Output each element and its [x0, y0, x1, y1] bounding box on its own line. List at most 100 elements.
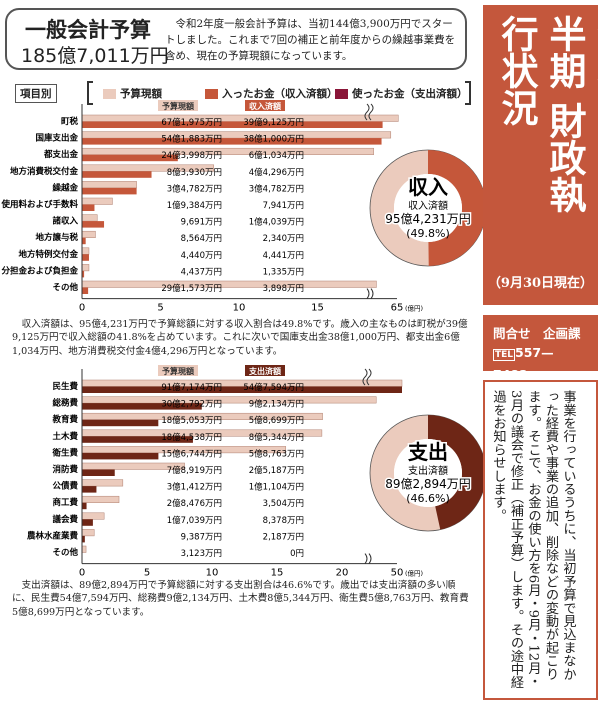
swatch: [103, 88, 116, 99]
page-title: 令和2年度上半期 財政執行状況: [495, 15, 600, 226]
tel-icon: TEL: [493, 349, 516, 361]
budget-value-label: 9,691万円: [181, 218, 222, 228]
axis-break-mark: [364, 553, 372, 564]
category-label: その他: [52, 282, 78, 293]
actual-value-label: 2億5,187万円: [249, 465, 304, 476]
budget-bar: [81, 396, 377, 404]
budget-description: 令和2年度一般会計予算は、当初144億3,900万円でスタートしました。これまで…: [165, 18, 456, 62]
actual-bar: [82, 187, 137, 195]
budget-value-label: 2億8,476万円: [167, 498, 222, 509]
axis-break-mark: [362, 368, 372, 386]
note-text: 事業を行っているうちに、当初予算で見込まなかった経費や事業の追加、削除などの変動…: [490, 390, 576, 689]
bracket-left: [87, 81, 93, 105]
budget-value-label: 7億8,919万円: [167, 465, 222, 476]
budget-value-label: 3億4,782万円: [167, 183, 222, 194]
budget-bar: [81, 495, 120, 503]
actual-bar: [82, 535, 85, 543]
column-header: 収入済額: [249, 101, 281, 111]
budget-bar: [81, 181, 137, 189]
budget-value-label: 1億7,039万円: [167, 515, 222, 526]
legend-label: 予算現額: [120, 88, 162, 100]
actual-bar: [82, 254, 89, 261]
actual-value-label: 1,335万円: [263, 267, 304, 277]
actual-value-label: 5億8,763万円: [249, 448, 304, 459]
actual-bar: [82, 237, 86, 245]
actual-value-label: 38億1,000万円: [243, 134, 304, 145]
x-tick-label: 15: [311, 303, 324, 314]
category-label: 商工費: [52, 497, 78, 508]
budget-value-label: 3,123万円: [181, 549, 222, 559]
actual-value-label: 4,441万円: [263, 251, 304, 261]
category-label: 使用料および手数料: [0, 199, 78, 210]
category-label: 都支出金: [43, 149, 79, 160]
category-label: 教育費: [51, 414, 78, 425]
actual-value-label: 9億2,134万円: [249, 399, 304, 410]
category-label: 農林水産業費: [27, 530, 79, 541]
x-unit-label: (億円): [405, 304, 423, 313]
actual-bar: [82, 154, 178, 162]
column-header-bg: [245, 365, 285, 376]
x-tick-label: 5: [157, 303, 163, 314]
budget-value-label: 54億1,883万円: [161, 134, 222, 145]
expenditure-paragraph: 支出済額は、89億2,894万円で予算総額に対する支出割合は46.6%です。歳出…: [12, 580, 469, 618]
budget-summary-box: 一般会計予算 185億7,011万円 令和2年度一般会計予算は、当初144億3,…: [5, 8, 467, 70]
budget-bar: [81, 280, 377, 288]
category-label: 民生費: [52, 381, 78, 392]
contact-label: 問合せ 企画課: [493, 326, 581, 341]
actual-value-label: 39億9,125万円: [243, 117, 304, 128]
actual-value-label: 2,187万円: [263, 532, 304, 542]
legend-label: 入ったお金（収入済額）: [222, 88, 338, 100]
budget-value-label: 8億3,930万円: [167, 167, 222, 178]
budget-bar: [81, 197, 113, 205]
budget-bar: [81, 545, 87, 553]
category-label: 国庫支出金: [35, 133, 78, 144]
column-header-bg: [158, 100, 198, 111]
category-label: 土木費: [52, 431, 78, 442]
donut-hole: [394, 174, 462, 242]
actual-value-label: 3億4,782万円: [249, 183, 304, 194]
budget-bar: [81, 230, 96, 238]
budget-value-label: 18億4,538万円: [161, 432, 222, 443]
actual-value-label: 2,340万円: [263, 234, 304, 244]
axis-break-mark: [366, 288, 374, 299]
donut-percent: (46.6%): [406, 492, 450, 505]
category-label: 繰越金: [52, 182, 78, 193]
x-tick-label: 15: [271, 568, 284, 579]
actual-value-label: 7,941万円: [263, 201, 304, 211]
category-label: 総務費: [52, 398, 78, 409]
category-label: 分担金および負担金: [1, 265, 78, 276]
actual-value-label: 5億8,699万円: [249, 415, 304, 426]
actual-value-label: 54億7,594万円: [243, 382, 304, 393]
column-header-bg: [245, 100, 285, 111]
category-label: その他: [52, 547, 78, 558]
x-tick-label: 10: [206, 568, 219, 579]
category-label: 地方特例交付金: [18, 249, 78, 260]
budget-value-label: 3億1,412万円: [167, 482, 222, 493]
donut-amount: 95億4,231万円: [385, 212, 471, 226]
actual-bar: [82, 270, 85, 278]
x-tick-label: 0: [79, 568, 85, 579]
actual-bar: [82, 519, 93, 526]
actual-bar: [82, 204, 95, 211]
budget-value-label: 30億2,792万円: [161, 399, 222, 410]
donut-filled-slice: [428, 150, 483, 266]
budget-value-label: 67億1,975万円: [161, 117, 222, 128]
actual-bar: [82, 436, 193, 443]
actual-value-label: 1億1,104万円: [249, 482, 304, 493]
budget-bar: [81, 264, 90, 272]
contact-box: 問合せ 企画課 TEL 557—7483: [483, 315, 598, 382]
donut-hole: [394, 439, 462, 507]
legend-item-revenue: 入ったお金（収入済額）: [205, 86, 338, 101]
actual-bar: [82, 486, 97, 493]
column-header: 予算現額: [162, 366, 194, 376]
budget-bar: [81, 114, 399, 122]
actual-value-label: 6億1,034万円: [249, 150, 304, 161]
x-tick-label: 50: [391, 568, 404, 579]
actual-value-label: 4億4,296万円: [249, 167, 304, 178]
actual-bar: [82, 419, 159, 427]
legend-item-expenditure: 使ったお金（支出済額）: [335, 86, 468, 101]
category-label: 地方消費税交付金: [10, 166, 79, 177]
legend-label: 使ったお金（支出済額）: [352, 88, 468, 100]
